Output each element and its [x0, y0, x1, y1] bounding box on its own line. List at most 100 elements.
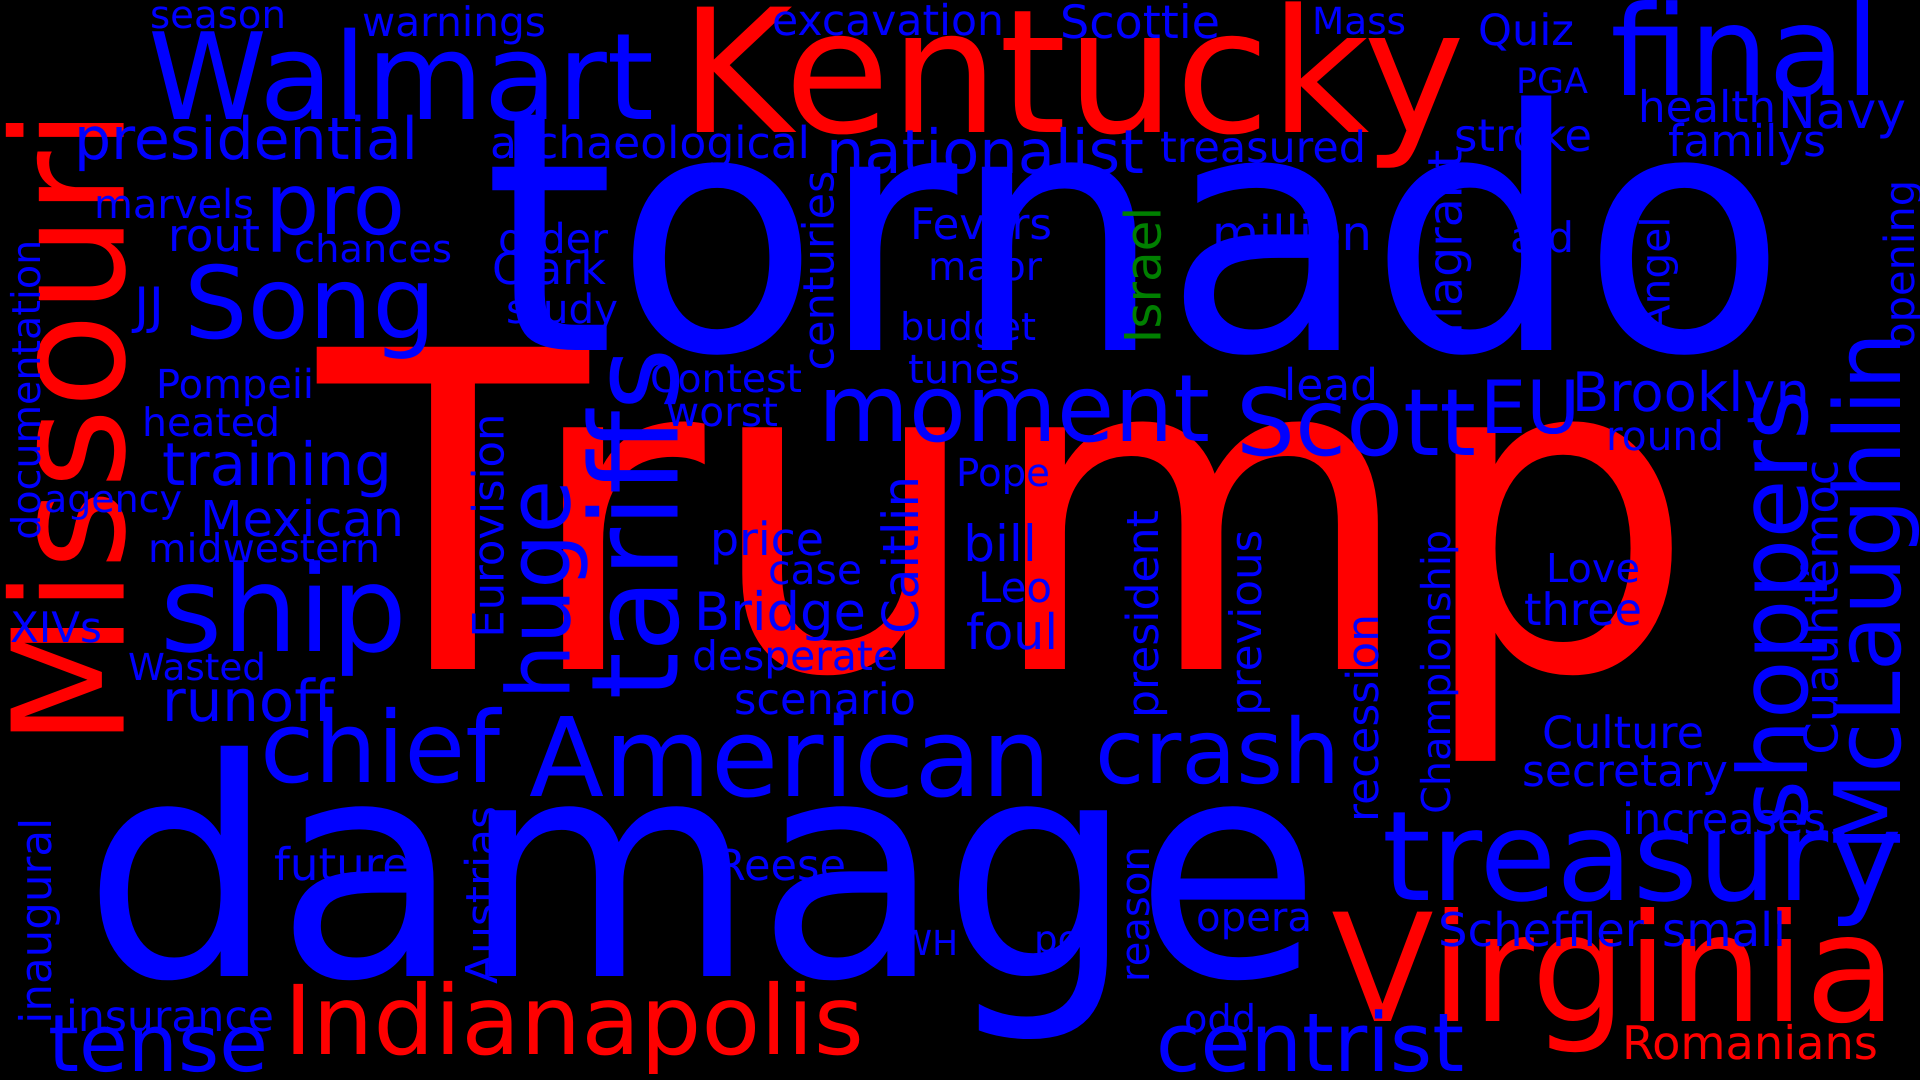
word-secretary: secretary: [1522, 746, 1728, 798]
word-cuauhtemoc: Cuauhtémoc: [1793, 460, 1848, 755]
word-scenario: scenario: [734, 674, 916, 725]
word-angel: Angel: [1631, 215, 1680, 332]
word-american: American: [529, 694, 1051, 823]
word-insurance: insurance: [66, 992, 274, 1042]
word-foul: foul: [966, 602, 1058, 661]
word-pompeii: Pompeii: [156, 362, 314, 408]
word-inaugural: inaugural: [12, 818, 63, 1024]
word-pro: pro: [265, 155, 405, 255]
word-million: million: [1212, 206, 1372, 262]
word-archaeological: archaeological: [490, 118, 810, 169]
word-jj: JJ: [134, 277, 164, 335]
word-rout: rout: [168, 209, 260, 263]
word-scheffler: Scheffler: [1438, 902, 1644, 957]
word-culture: Culture: [1542, 707, 1704, 759]
word-agency: agency: [44, 477, 182, 521]
word-moment: moment: [818, 355, 1210, 465]
word-reason: reason: [1112, 846, 1159, 982]
word-bill: bill: [963, 515, 1037, 573]
word-president: president: [1117, 509, 1169, 718]
word-study: study: [506, 285, 618, 333]
word-brooklyn: Brooklyn: [1572, 360, 1810, 424]
word-mexican: Mexican: [200, 490, 405, 549]
word-order: order: [498, 215, 608, 264]
word-fevers: Fevers: [910, 200, 1052, 251]
word-presidential: presidential: [74, 104, 418, 173]
word-love: Love: [1546, 546, 1641, 593]
word-song: Song: [184, 244, 436, 362]
word-warnings: warnings: [362, 0, 546, 46]
word-chief: chief: [260, 690, 500, 806]
word-scottie: Scottie: [1060, 0, 1220, 49]
word-eurovision: Eurovision: [464, 414, 515, 638]
word-nationalist: nationalist: [826, 117, 1144, 188]
word-price: price: [710, 512, 824, 567]
word-trump: Trump: [318, 260, 1696, 774]
word-worst: worst: [666, 387, 778, 436]
word-tense: tense: [48, 997, 268, 1080]
word-final: final: [1610, 0, 1880, 125]
word-contest: Contest: [650, 356, 802, 403]
word-recession: recession: [1338, 613, 1390, 822]
word-three: three: [1524, 583, 1642, 636]
word-odd: odd: [1184, 996, 1256, 1042]
word-centrist: centrist: [1155, 996, 1465, 1080]
word-indianapolis: Indianapolis: [284, 964, 864, 1077]
word-kentucky: Kentucky: [680, 0, 1465, 173]
word-scott: Scott: [1236, 368, 1476, 477]
word-major: major: [928, 244, 1042, 291]
word-desperate: desperate: [692, 631, 898, 680]
word-excavation: excavation: [772, 0, 1004, 46]
word-caitlin: Caitlin: [872, 476, 931, 634]
word-runoff: runoff: [162, 667, 334, 736]
word-ship: ship: [160, 540, 407, 680]
word-opera: opera: [1196, 894, 1312, 941]
word-eu: EU: [1480, 366, 1580, 452]
word-heated: heated: [142, 400, 280, 447]
word-virginia: Virginia: [1331, 883, 1897, 1057]
word-round: round: [1606, 411, 1724, 460]
word-chances: chances: [294, 226, 452, 272]
word-tornado: tornado: [483, 39, 1787, 430]
word-centuries: centuries: [794, 170, 845, 370]
word-case: case: [768, 545, 862, 594]
word-documentation: documentation: [4, 239, 51, 540]
word-flagrant: flagrant: [1418, 149, 1474, 336]
word-future: future: [274, 837, 410, 891]
word-reese: Reese: [716, 840, 846, 891]
word-austrias: Austrias: [457, 805, 509, 984]
word-leo: Leo: [978, 563, 1052, 613]
word-pope: Pope: [956, 450, 1050, 496]
word-familys: familys: [1668, 116, 1826, 168]
word-israel: Israel: [1114, 206, 1173, 344]
word-treasured: treasured: [1160, 122, 1366, 173]
word-walmart: Walmart: [148, 7, 654, 148]
word-health: health: [1638, 83, 1776, 134]
word-wh: WH: [898, 923, 959, 964]
word-wasted: Wasted: [128, 645, 266, 690]
word-xivs: XIVs: [10, 602, 102, 652]
word-marvels: marvels: [94, 182, 254, 228]
word-previous: previous: [1222, 529, 1273, 716]
word-lead: lead: [1284, 360, 1378, 411]
word-bridge: Bridge: [694, 581, 866, 643]
word-small: small: [1662, 902, 1786, 957]
word-quiz: Quiz: [1478, 6, 1574, 57]
word-season: season: [150, 0, 286, 38]
word-romanians: Romanians: [1622, 1015, 1878, 1070]
word-midwestern: midwestern: [148, 526, 380, 573]
word-aid: aid: [1510, 213, 1574, 262]
word-damage: damage: [83, 696, 1321, 1048]
word-mass: Mass: [1312, 0, 1406, 44]
word-pop: pop: [1034, 917, 1104, 962]
word-opening: opening: [1875, 180, 1920, 348]
word-pga: PGA: [1516, 61, 1588, 102]
word-tunes: tunes: [908, 347, 1020, 393]
word-crash: crash: [1095, 701, 1340, 806]
word-training: training: [162, 431, 392, 501]
word-treasury: treasury: [1382, 784, 1902, 930]
word-clark: Clark: [492, 243, 606, 295]
word-increases: increases: [1622, 794, 1826, 845]
word-stroke: stroke: [1454, 108, 1592, 162]
